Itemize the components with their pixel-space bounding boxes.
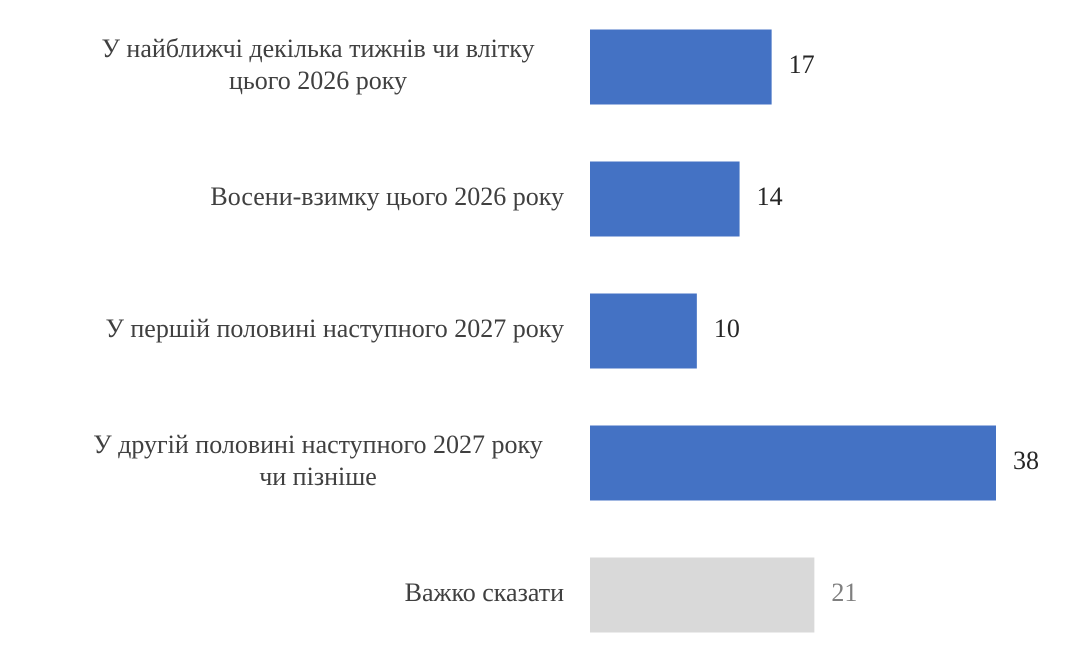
category-label-line: У першій половині наступного 2027 року bbox=[105, 314, 564, 343]
value-label: 38 bbox=[1013, 446, 1039, 475]
category-label: У першій половині наступного 2027 року bbox=[105, 314, 564, 343]
bar bbox=[590, 425, 996, 501]
value-label: 14 bbox=[757, 182, 783, 211]
bar bbox=[590, 293, 697, 369]
bar bbox=[590, 161, 740, 237]
category-label: Важко сказати bbox=[405, 578, 564, 607]
category-label-line: чи пізніше bbox=[259, 462, 377, 491]
category-label-line: цього 2026 року bbox=[229, 66, 407, 95]
category-label-line: Восени-взимку цього 2026 року bbox=[210, 182, 564, 211]
category-label: У другій половині наступного 2027 року чи… bbox=[93, 430, 543, 491]
value-label: 10 bbox=[714, 314, 740, 343]
category-label-line: У другій половині наступного 2027 року bbox=[93, 430, 543, 459]
bar bbox=[590, 29, 772, 105]
category-label-line: У найближчі декілька тижнів чи влітку bbox=[102, 34, 535, 63]
bar bbox=[590, 557, 815, 633]
value-label: 21 bbox=[831, 578, 857, 607]
category-label: Восени-взимку цього 2026 року bbox=[210, 182, 564, 211]
value-label: 17 bbox=[789, 50, 815, 79]
category-label-line: Важко сказати bbox=[405, 578, 564, 607]
category-label: У найближчі декілька тижнів чи влітку цьо… bbox=[102, 34, 535, 95]
